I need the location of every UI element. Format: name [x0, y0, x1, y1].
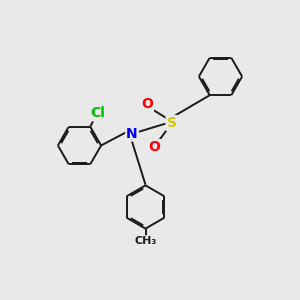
Text: CH₃: CH₃ [134, 236, 157, 246]
Text: N: N [126, 127, 138, 140]
Text: O: O [148, 140, 160, 154]
Text: S: S [167, 116, 177, 130]
Text: O: O [141, 98, 153, 111]
Text: Cl: Cl [91, 106, 106, 120]
